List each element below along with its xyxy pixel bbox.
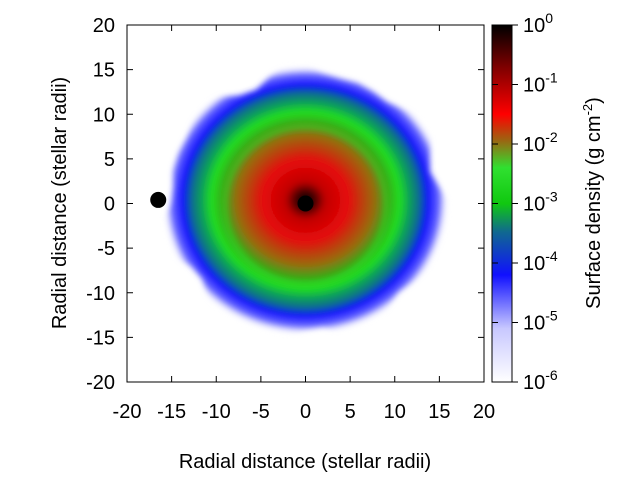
primary-star-marker [297,195,314,212]
x-tick-label: -15 [157,401,186,423]
colorbar-tick-label: 10-6 [523,367,558,394]
y-axis-label: Radial distance (stellar radii) [49,77,71,329]
colorbar-tick-label: 10-5 [523,308,558,335]
colorbar-label: Surface density (g cm-2) [580,97,605,309]
y-tick-label: 5 [104,149,115,171]
y-tick-label: 0 [104,194,115,216]
x-tick-label: 10 [384,401,406,423]
colorbar-tick-label: 10-1 [523,70,558,97]
y-tick-label: -10 [86,283,115,305]
x-axis-label: Radial distance (stellar radii) [179,451,431,473]
colorbar-tick-label: 10-4 [523,248,558,275]
colorbar-tick-label: 10-2 [523,129,558,156]
y-tick-label: 10 [93,104,115,126]
y-tick-label: 15 [93,60,115,82]
y-tick-label: 20 [93,15,115,37]
x-tick-label: 15 [428,401,450,423]
companion-star-marker [150,191,167,208]
x-tick-label: -20 [113,401,142,423]
y-tick-label: -5 [97,238,115,260]
disk-green-ring [223,125,388,286]
y-tick-label: -15 [86,327,115,349]
colorbar-tick-label: 10-3 [523,189,558,216]
y-tick-label: -20 [86,372,115,394]
x-tick-label: 5 [345,401,356,423]
colorbar-tick-label: 100 [523,10,553,37]
x-tick-label: -10 [202,401,231,423]
x-tick-label: 20 [473,401,495,423]
x-tick-label: 0 [300,401,311,423]
x-tick-label: -5 [252,401,270,423]
